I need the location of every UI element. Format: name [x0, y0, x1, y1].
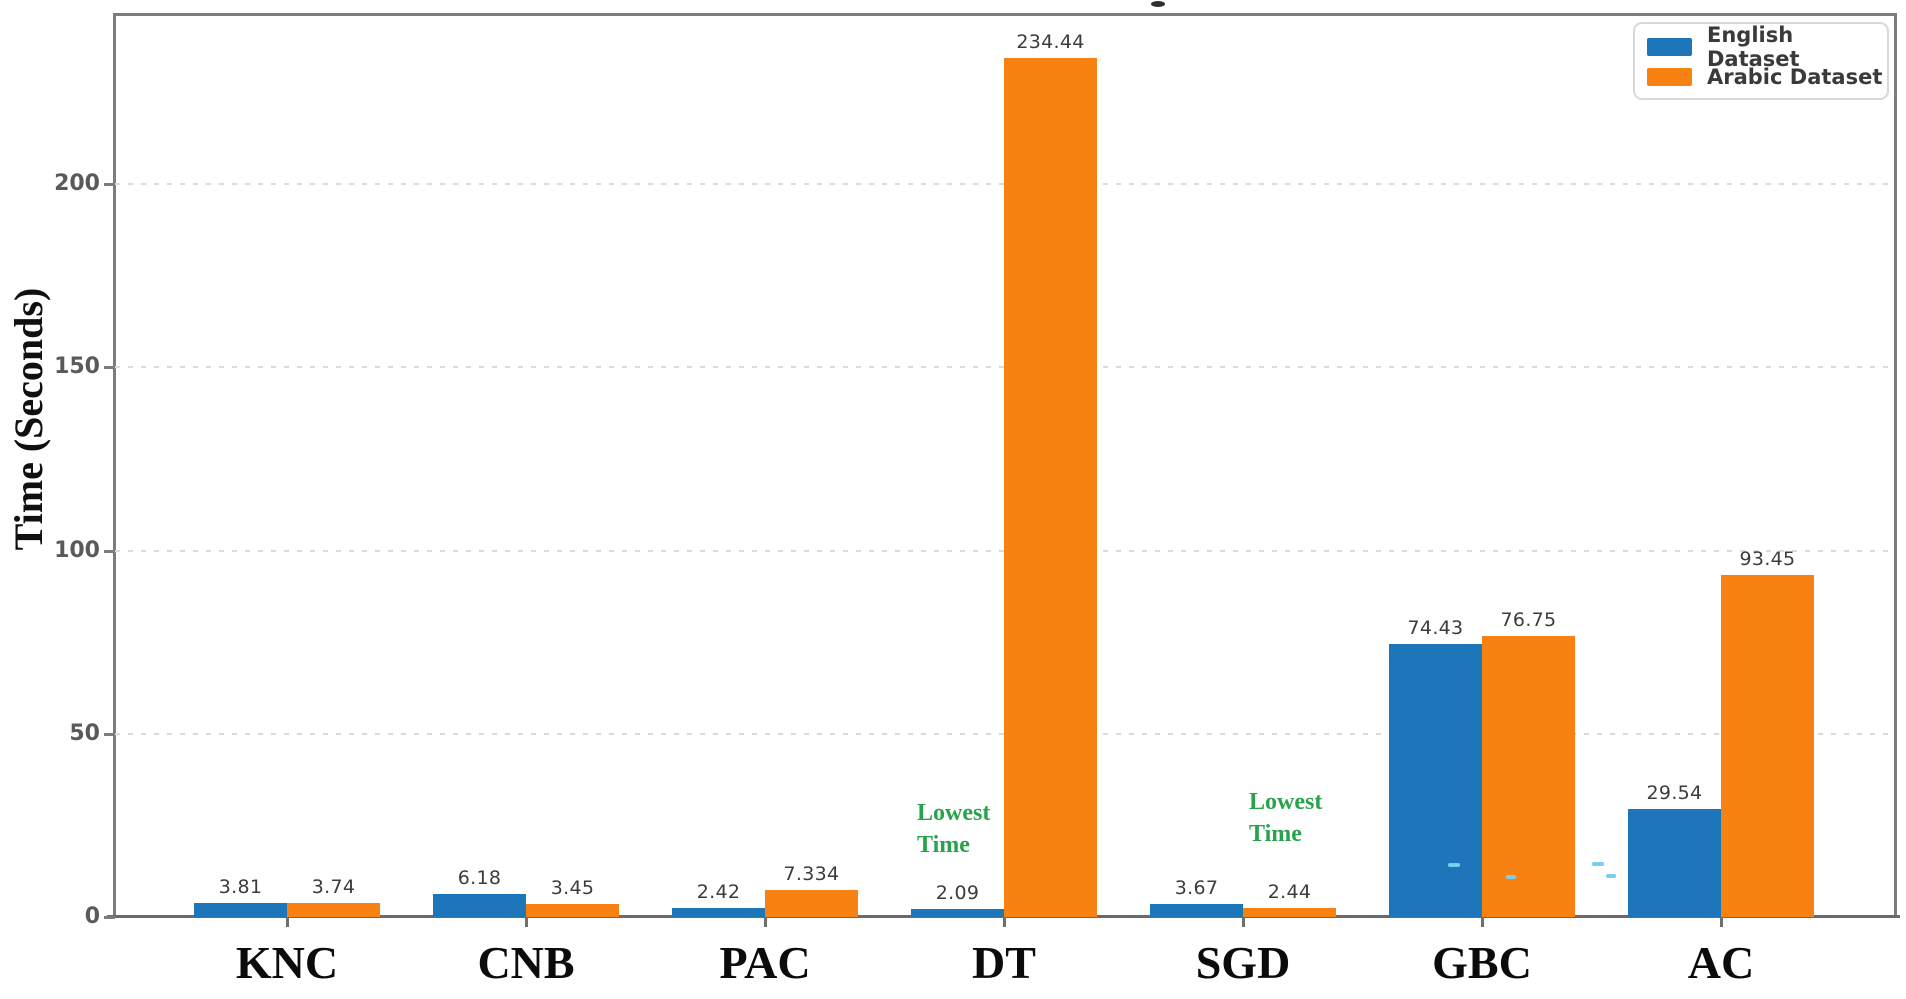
right-spine	[1894, 13, 1897, 917]
y-tick-label: 200	[54, 171, 100, 196]
bar-arabic-cnb	[526, 904, 619, 917]
y-tick-mark	[104, 183, 115, 186]
legend-entry-english: English Dataset	[1647, 23, 1887, 71]
y-tick-label: 50	[69, 721, 100, 746]
annotation-line: Lowest	[1249, 789, 1323, 815]
bar-english-sgd	[1150, 904, 1243, 917]
arabic-dataset-swatch	[1647, 68, 1692, 86]
left-spine	[113, 13, 116, 917]
annotation-line: Time	[917, 832, 970, 858]
lowest-time-annotation-sgd: Lowest Time	[1249, 786, 1322, 850]
category-label-gbc: GBC	[1432, 937, 1532, 988]
bar-value-label: 234.44	[1016, 31, 1085, 53]
x-tick-mark	[286, 917, 289, 927]
annotation-line: Time	[1249, 821, 1302, 847]
bar-value-label: 2.42	[696, 881, 741, 903]
bar-value-label: 3.67	[1174, 877, 1219, 899]
artifact-mark	[1151, 1, 1165, 7]
y-tick-label: 150	[54, 354, 100, 379]
artifact-mark	[1506, 875, 1516, 879]
bar-arabic-gbc	[1482, 636, 1575, 917]
y-tick-mark	[104, 916, 115, 919]
y-tick-mark	[104, 550, 115, 553]
lowest-time-annotation-dt: Lowest Time	[917, 797, 990, 861]
bar-arabic-dt	[1004, 58, 1097, 917]
bar-value-label: 3.74	[311, 876, 356, 898]
bar-value-label: 6.18	[457, 867, 502, 889]
bar-english-ac	[1628, 809, 1721, 917]
bar-value-label: 2.09	[935, 882, 980, 904]
artifact-mark	[1448, 863, 1460, 867]
english-dataset-swatch	[1647, 38, 1692, 56]
x-tick-mark	[1003, 917, 1006, 927]
legend-label: English Dataset	[1707, 23, 1800, 71]
x-tick-mark	[764, 917, 767, 927]
bar-value-label: 2.44	[1267, 881, 1312, 903]
y-tick-label: 0	[84, 904, 100, 929]
bar-value-label: 3.81	[218, 876, 263, 898]
y-tick-mark	[104, 733, 115, 736]
category-label-cnb: CNB	[477, 937, 575, 988]
bar-arabic-ac	[1721, 575, 1814, 917]
bar-value-label: 93.45	[1739, 548, 1796, 570]
bar-arabic-sgd	[1243, 908, 1336, 917]
category-label-sgd: SGD	[1195, 937, 1291, 988]
annotation-line: Lowest	[917, 800, 991, 826]
bar-value-label: 7.334	[783, 863, 840, 885]
category-label-knc: KNC	[235, 937, 339, 988]
bar-value-label: 3.45	[550, 877, 595, 899]
legend-entry-arabic: Arabic Dataset	[1647, 62, 1887, 92]
artifact-mark	[1606, 874, 1616, 878]
bar-english-gbc	[1389, 644, 1482, 917]
category-label-pac: PAC	[719, 937, 811, 988]
bar-english-dt	[911, 909, 1004, 917]
bar-english-knc	[194, 903, 287, 917]
bar-arabic-knc	[287, 903, 380, 917]
y-tick-mark	[104, 366, 115, 369]
category-label-dt: DT	[972, 937, 1036, 988]
artifact-mark	[1592, 862, 1604, 866]
bar-arabic-pac	[765, 890, 858, 917]
bar-value-label: 74.43	[1407, 617, 1464, 639]
bar-english-pac	[672, 908, 765, 917]
category-label-ac: AC	[1687, 937, 1755, 988]
y-tick-label: 100	[54, 538, 100, 563]
bar-value-label: 76.75	[1500, 609, 1557, 631]
x-tick-mark	[1242, 917, 1245, 927]
bar-english-cnb	[433, 894, 526, 917]
x-tick-mark	[1720, 917, 1723, 927]
x-tick-mark	[1481, 917, 1484, 927]
x-tick-mark	[525, 917, 528, 927]
top-spine	[113, 13, 1897, 16]
chart-legend: English Dataset Arabic Dataset	[1633, 22, 1889, 100]
bar-value-label: 29.54	[1646, 782, 1703, 804]
legend-label: Arabic Dataset	[1707, 65, 1883, 89]
